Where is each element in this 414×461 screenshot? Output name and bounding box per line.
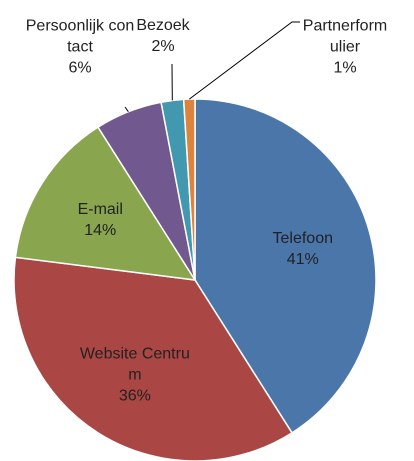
category-name: Website Centrum [79, 345, 190, 384]
category-name: E-mail [77, 200, 123, 218]
category-name: Bezoek [136, 17, 190, 34]
leader-line [189, 21, 300, 100]
value-label: 41% [286, 250, 319, 268]
category-name: Telefoon [272, 229, 334, 247]
slice-label: Bezoek 2% [133, 15, 193, 57]
value-label: 14% [84, 221, 117, 239]
slice-label: Telefoon 41% [248, 228, 358, 270]
slice-label: E-mail 14% [45, 199, 155, 241]
pie-slice [194, 98, 377, 434]
value-label: 1% [333, 59, 357, 77]
pie-slice [14, 126, 197, 281]
value-label: 6% [68, 59, 92, 77]
slice-label: Partnerformulier 1% [299, 16, 391, 79]
value-label: 2% [151, 38, 175, 55]
leader-line [124, 106, 129, 113]
category-name: Partnerformulier [302, 17, 388, 56]
slice-label: Persoonlijk contact 6% [25, 16, 135, 79]
value-label: 36% [118, 387, 151, 405]
slice-label: Website Centrum 36% [80, 343, 190, 406]
pie-slice [13, 256, 294, 461]
category-name: Persoonlijk contact [25, 17, 135, 56]
